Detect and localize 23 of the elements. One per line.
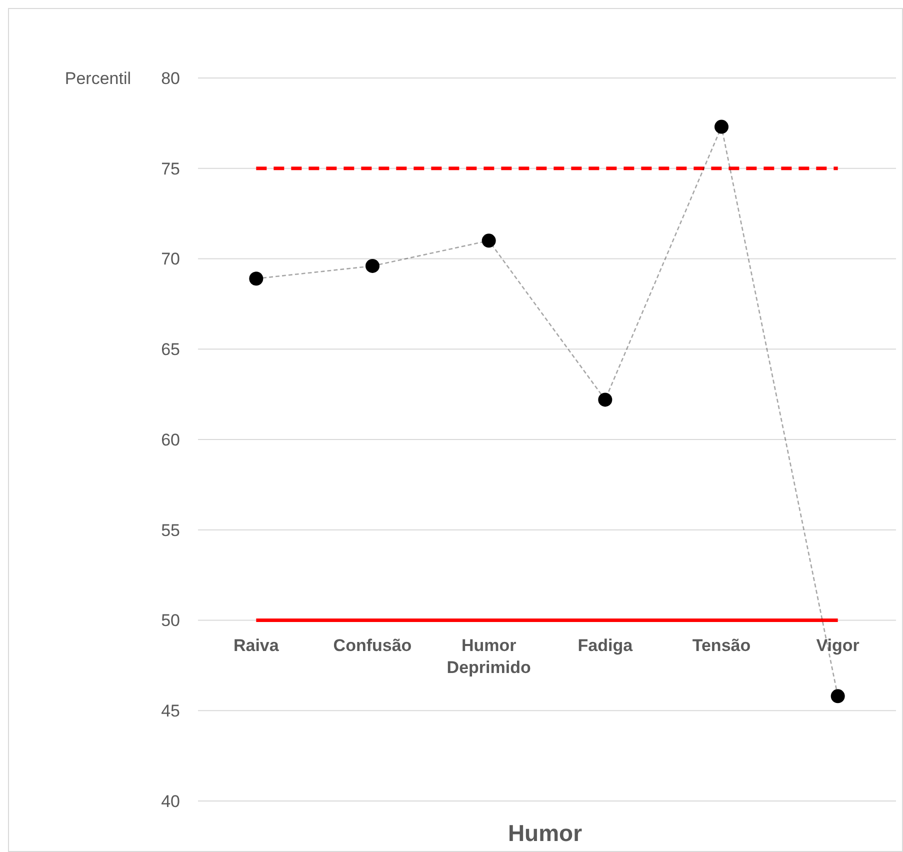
y-tick-label: 80 [161, 68, 180, 88]
x-tick-label: Vigor [816, 636, 860, 655]
y-tick-label: 55 [161, 520, 180, 540]
point [830, 689, 845, 704]
y-tick-label: 45 [161, 702, 180, 721]
point [714, 120, 728, 134]
point [482, 234, 496, 248]
y-tick-label: 50 [161, 611, 180, 630]
x-tick-label: Humor Deprimido [446, 636, 531, 678]
y-tick-label: 40 [161, 792, 180, 811]
y-axis-title: Percentil [64, 68, 131, 88]
x-tick-label: Fadiga [578, 636, 634, 655]
point [366, 258, 380, 273]
y-tick-label: 60 [161, 430, 180, 450]
y-tick-label: 75 [161, 159, 180, 178]
x-axis-title: Humor [508, 820, 582, 846]
x-tick-label: Confusão [333, 636, 412, 655]
point [249, 272, 264, 286]
x-tick-label: Tensão [692, 636, 751, 655]
y-tick-label: 70 [161, 250, 180, 269]
point [598, 392, 612, 407]
x-tick-label: Raiva [233, 636, 280, 655]
y-tick-label: 65 [161, 340, 180, 360]
